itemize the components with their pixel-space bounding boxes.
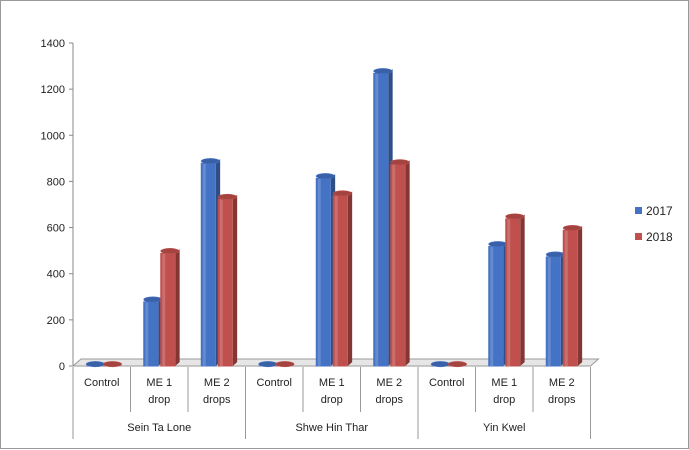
x-category-label: drops [203,394,231,406]
bar-2017-0 [85,361,106,368]
bar-2018-8 [562,224,583,367]
bar-2018-1 [160,248,180,367]
bar-2017-2 [200,158,221,367]
legend-label-2017: 2017 [646,204,673,218]
x-category-label: ME 1 [491,377,517,389]
bar-2018-4 [332,190,353,367]
x-group-label: Sein Ta Lone [127,422,191,434]
x-category-label: Control [257,377,292,389]
legend-swatch-2017 [635,207,642,214]
legend-swatch-2018 [635,233,642,240]
x-group-label: Yin Kwel [483,422,525,434]
bar-2017-7 [488,241,508,367]
x-category-label: ME 2 [549,377,575,389]
x-category-label: ME 2 [204,377,230,389]
bar-2017-1 [143,296,163,367]
bar-2017-4 [315,173,336,367]
x-group-label: Shwe Hin Thar [295,422,368,434]
x-category-label: drop [321,394,343,406]
x-category-label: ME 2 [376,377,402,389]
bar-2018-6 [447,361,468,368]
bar-2017-6 [430,361,451,368]
x-category-label: Control [84,377,119,389]
bar-2017-5 [373,68,393,367]
bar-2017-8 [545,251,566,367]
y-tick-label: 600 [47,223,65,235]
bar-2018-7 [505,213,525,367]
x-category-label: drop [148,394,170,406]
x-category-label: ME 1 [146,377,172,389]
legend-label-2018: 2018 [646,230,673,244]
y-tick-label: 0 [59,361,65,373]
x-category-label: drops [548,394,576,406]
x-category-label: drop [493,394,515,406]
bar-2017-3 [258,361,278,368]
y-tick-label: 1000 [41,130,65,142]
x-category-label: ME 1 [319,377,345,389]
x-category-label: Control [429,377,464,389]
y-tick-label: 200 [47,315,65,327]
y-tick-label: 1200 [41,84,65,96]
y-tick-label: 800 [47,176,65,188]
bar-2018-5 [390,159,410,367]
bar-2018-3 [275,361,295,368]
y-tick-label: 400 [47,269,65,281]
bar-2018-0 [102,361,123,368]
bar-2018-2 [217,193,238,367]
y-tick-label: 1400 [41,38,65,50]
x-category-label: drops [375,394,403,406]
